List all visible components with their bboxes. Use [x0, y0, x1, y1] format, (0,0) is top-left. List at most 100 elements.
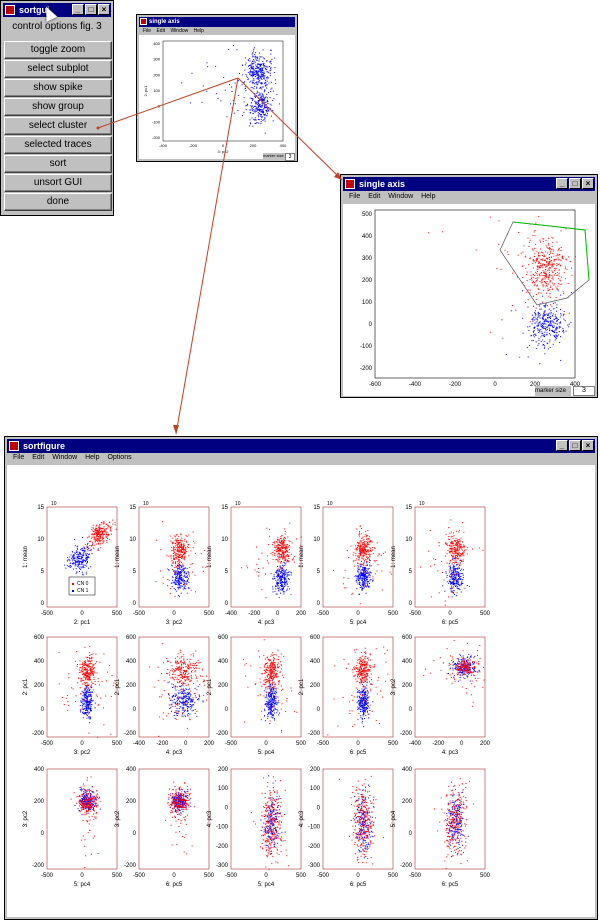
- scatter-point: [347, 577, 349, 579]
- scatter-point: [181, 557, 183, 559]
- scatter-point: [262, 49, 264, 51]
- scatter-point: [460, 573, 462, 574]
- scatter-point: [287, 586, 289, 588]
- scatter-point: [173, 562, 175, 564]
- done-button[interactable]: done: [4, 193, 112, 211]
- scatter-point: [357, 583, 359, 585]
- scatter-point: [543, 323, 545, 325]
- scatter-point: [81, 561, 83, 563]
- scatter-point: [541, 332, 543, 334]
- scatter-point: [188, 707, 190, 708]
- scatter-point: [547, 264, 549, 266]
- scatter-point: [190, 589, 192, 591]
- scatter-point: [85, 669, 87, 671]
- menu-window[interactable]: Window: [52, 454, 78, 461]
- scatter-point: [362, 545, 364, 547]
- menu-edit[interactable]: Edit: [368, 193, 381, 200]
- scatter-point: [177, 574, 178, 576]
- show-spike-button[interactable]: show spike: [4, 79, 112, 97]
- scatter-point: [251, 72, 253, 74]
- scatter-point: [252, 60, 253, 62]
- menu-help[interactable]: Help: [421, 193, 436, 200]
- scatter-point: [280, 579, 282, 581]
- select-cluster-button[interactable]: select cluster: [4, 117, 112, 135]
- scatter-point: [551, 329, 553, 331]
- scatter-point: [89, 666, 91, 668]
- scatter-point: [189, 704, 191, 706]
- scatter-point: [90, 671, 92, 673]
- scatter-point: [180, 686, 181, 688]
- maximize-icon[interactable]: □: [569, 440, 581, 451]
- unsort-gui-button[interactable]: unsort GUI: [4, 174, 112, 192]
- scatter-point: [285, 546, 287, 547]
- scatter-point: [172, 678, 174, 680]
- single-axis-small-titlebar[interactable]: single axis: [139, 17, 295, 27]
- show-group-button[interactable]: show group: [4, 98, 112, 116]
- scatter-point: [88, 557, 90, 558]
- menu-edit[interactable]: Edit: [32, 454, 45, 461]
- menu-file[interactable]: File: [13, 454, 25, 461]
- scatter-point: [360, 549, 362, 551]
- single-axis-large-titlebar[interactable]: single axis _ □ ×: [343, 177, 595, 191]
- scatter-point: [90, 704, 92, 706]
- scatter-point: [442, 231, 444, 233]
- minimize-icon[interactable]: _: [72, 4, 84, 15]
- scatter-point: [176, 700, 178, 702]
- maximize-icon[interactable]: □: [569, 178, 581, 189]
- scatter-point: [358, 575, 360, 577]
- minimize-icon[interactable]: _: [556, 178, 568, 189]
- scatter-cluster: [332, 528, 392, 605]
- scatter-point: [351, 593, 353, 595]
- scatter-point: [361, 572, 363, 574]
- scatter-point: [241, 567, 243, 569]
- scatter-point: [185, 676, 187, 678]
- menu-help[interactable]: Help: [85, 454, 100, 461]
- scatter-point: [186, 710, 188, 712]
- minimize-icon[interactable]: _: [556, 440, 568, 451]
- menu-window[interactable]: Window: [170, 28, 189, 34]
- control-window-titlebar[interactable]: sortgui _ □ ×: [3, 3, 111, 17]
- scatter-point: [449, 562, 450, 564]
- marker-size-input[interactable]: 3: [285, 153, 295, 161]
- scatter-point: [172, 570, 174, 572]
- scatter-point: [176, 553, 178, 555]
- scatter-point: [562, 330, 564, 332]
- scatter-point: [453, 548, 455, 550]
- menu-file[interactable]: File: [143, 28, 152, 34]
- scatter-point: [284, 562, 286, 564]
- scatter-point: [93, 532, 95, 534]
- menu-options[interactable]: Options: [107, 454, 132, 461]
- scatter-point: [85, 690, 87, 692]
- scatter-point: [198, 667, 200, 669]
- menu-file[interactable]: File: [349, 193, 361, 200]
- selected-traces-button[interactable]: selected traces: [4, 136, 112, 154]
- sortfigure-titlebar[interactable]: sortfigure _ □ ×: [7, 439, 595, 453]
- scatter-point: [554, 273, 556, 274]
- scatter-point: [288, 556, 289, 557]
- menu-help[interactable]: Help: [193, 28, 204, 34]
- scatter-point: [462, 574, 464, 576]
- scatter-point: [370, 550, 372, 552]
- close-icon[interactable]: ×: [582, 440, 594, 451]
- scatter-point: [279, 550, 281, 552]
- sort-button[interactable]: sort: [4, 155, 112, 173]
- maximize-icon[interactable]: □: [85, 4, 97, 15]
- scatter-point: [552, 325, 553, 327]
- scatter-point: [357, 567, 359, 569]
- marker-size-input[interactable]: 3: [573, 386, 595, 396]
- toggle-zoom-button[interactable]: toggle zoom: [4, 41, 112, 59]
- scatter-point: [88, 674, 90, 676]
- close-icon[interactable]: ×: [582, 178, 594, 189]
- scatter-point: [362, 566, 364, 568]
- scatter-point: [261, 552, 263, 554]
- scatter-point: [529, 321, 531, 323]
- scatter-point: [67, 701, 69, 702]
- menu-window[interactable]: Window: [388, 193, 414, 200]
- scatter-point: [179, 564, 181, 565]
- close-icon[interactable]: ×: [98, 4, 110, 15]
- menu-edit[interactable]: Edit: [156, 28, 166, 34]
- select-subplot-button[interactable]: select subplot: [4, 60, 112, 78]
